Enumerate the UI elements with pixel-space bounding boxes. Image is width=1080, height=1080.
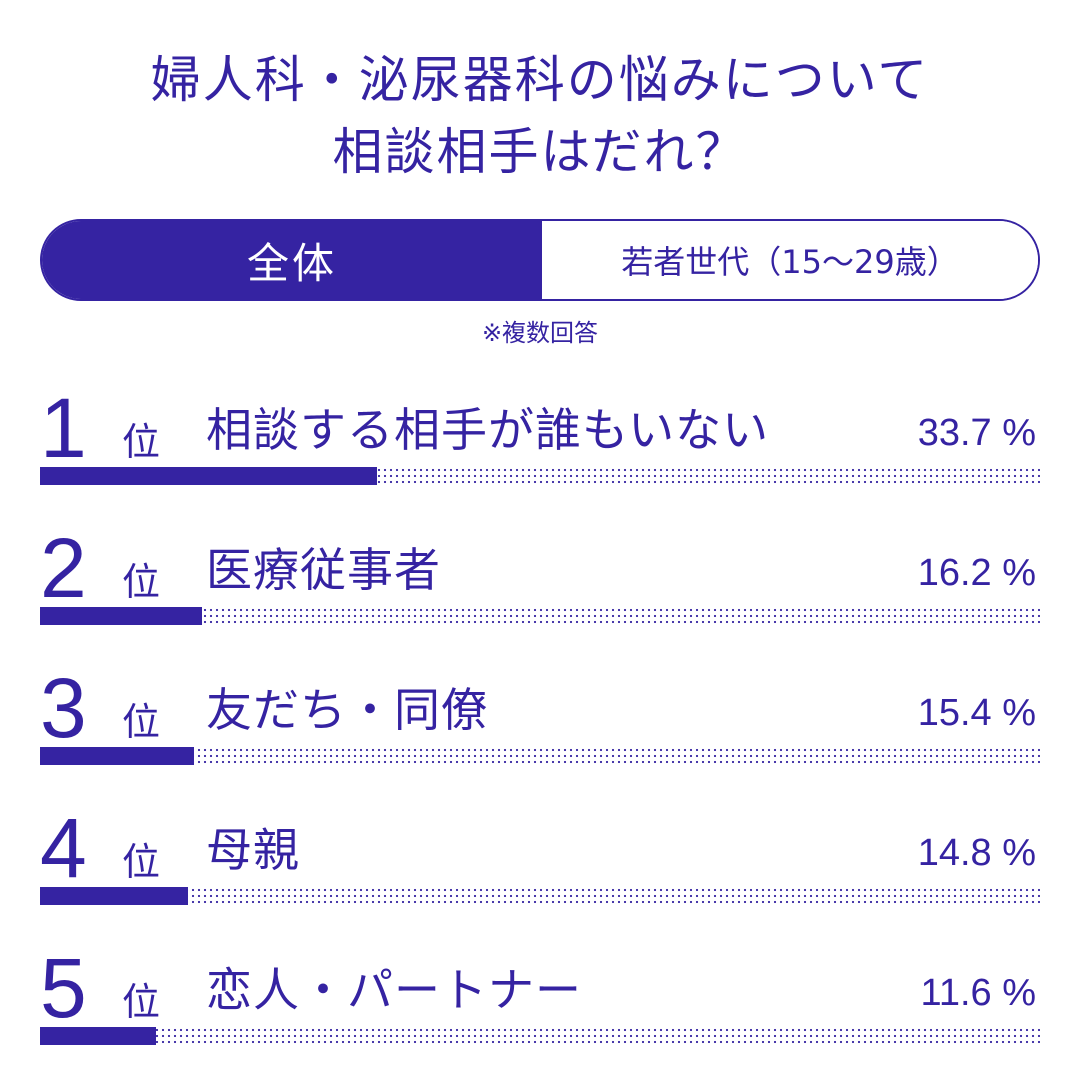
category-label: 母親 (206, 823, 300, 877)
rank-unit: 位 (122, 840, 161, 884)
ranking-row: 2 位医療従事者 16.2 % (0, 526, 1080, 636)
ranking-row: 4 位母親 14.8 % (0, 806, 1080, 916)
bar-track (40, 607, 1040, 625)
rank-unit: 位 (122, 560, 161, 604)
rank-unit: 位 (122, 420, 161, 464)
rank-number: 3 (40, 661, 87, 755)
rank-unit: 位 (122, 980, 161, 1024)
bar-track (40, 1027, 1040, 1045)
chart-title: 婦人科・泌尿器科の悩みについて 相談相手はだれ？ (0, 44, 1080, 188)
category-label: 相談する相手が誰もいない (206, 403, 770, 457)
bar (40, 467, 377, 485)
value-label: 16.2 % (917, 552, 1036, 594)
chart-title-line-2: 相談相手はだれ？ (332, 123, 748, 181)
value-label: 11.6 % (920, 972, 1036, 1014)
ranking-row: 1 位相談する相手が誰もいない 33.7 % (0, 386, 1080, 496)
bar (40, 747, 194, 765)
rank-number: 4 (40, 801, 87, 895)
rank-number: 2 (40, 521, 87, 615)
value-label: 14.8 % (917, 832, 1036, 874)
bar (40, 887, 188, 905)
segment-tabs: 全体 若者世代（15～29歳） (40, 219, 1040, 301)
ranking-row: 3 位友だち・同僚 15.4 % (0, 666, 1080, 776)
bar-track (40, 467, 1040, 485)
multiple-answer-note: ※複数回答 (481, 319, 599, 347)
category-label: 恋人・パートナー (206, 963, 582, 1017)
category-label: 医療従事者 (206, 543, 441, 597)
rank-unit: 位 (122, 700, 161, 744)
tab-young-generation[interactable]: 若者世代（15～29歳） (542, 221, 1038, 299)
value-label: 15.4 % (917, 692, 1036, 734)
tab-all[interactable]: 全体 (42, 221, 542, 299)
value-label: 33.7 % (917, 412, 1036, 454)
chart-title-line-1: 婦人科・泌尿器科の悩みについて (150, 51, 930, 109)
rank-number: 5 (40, 941, 87, 1035)
category-label: 友だち・同僚 (206, 683, 488, 737)
bar-track (40, 887, 1040, 905)
bar (40, 1027, 156, 1045)
bar (40, 607, 202, 625)
ranking-row: 5 位恋人・パートナー 11.6 % (0, 946, 1080, 1056)
rank-number: 1 (40, 381, 87, 475)
bar-track (40, 747, 1040, 765)
